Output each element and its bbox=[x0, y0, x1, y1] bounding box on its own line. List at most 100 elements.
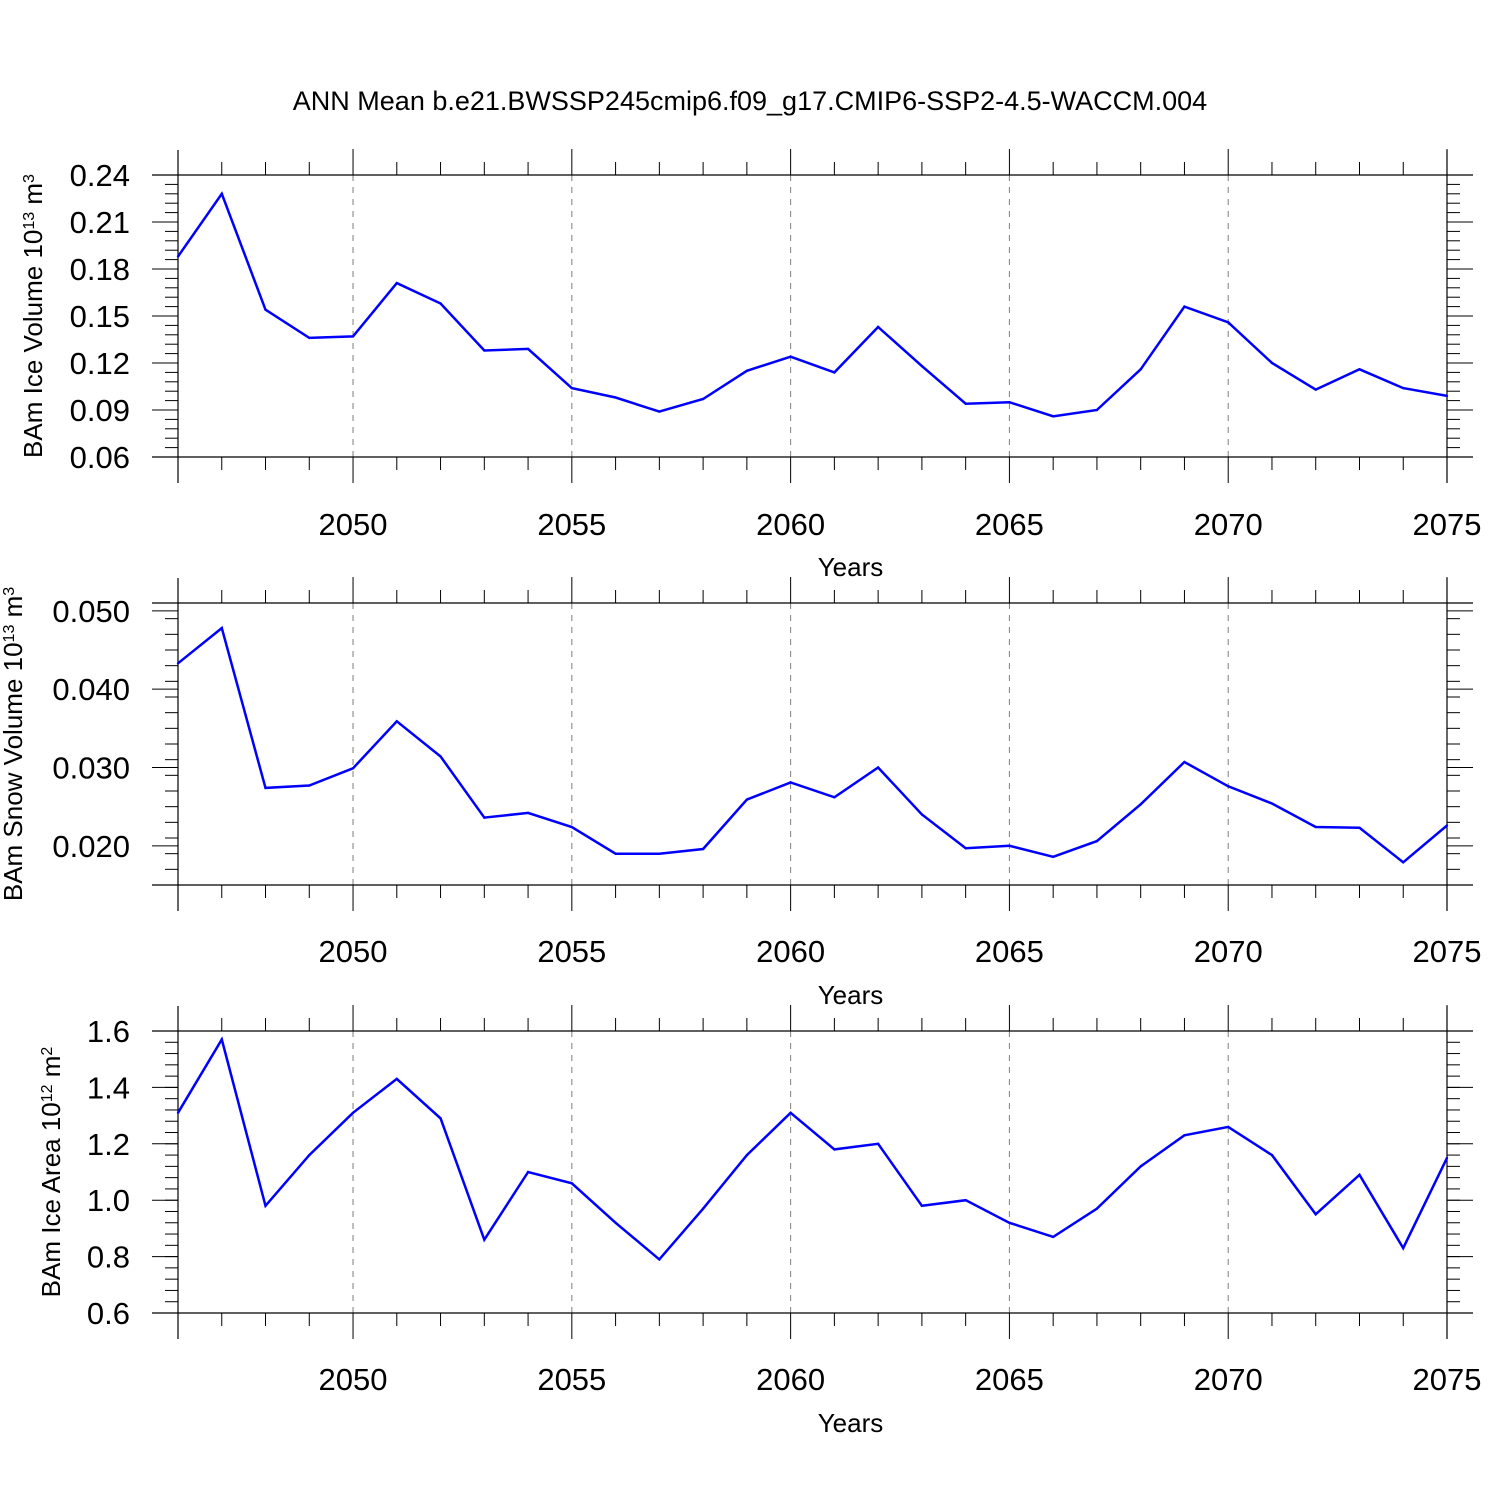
data-point bbox=[1139, 803, 1142, 806]
data-point bbox=[1139, 368, 1142, 371]
data-point bbox=[176, 1111, 180, 1114]
y-axis-label-exponent: 12 bbox=[39, 1084, 56, 1102]
x-tick-label: 2050 bbox=[319, 934, 388, 969]
data-point bbox=[1183, 305, 1186, 308]
panels: 2050 2055 2060 2065 2070 2075 0.06 0.09 0.12 0.15… bbox=[0, 149, 1481, 1438]
data-point bbox=[1270, 361, 1274, 365]
panel-snow-volume: 2050 2055 2060 2065 2070 2075 0.020 0.030 0.040 0… bbox=[0, 577, 1481, 1010]
data-point bbox=[526, 1170, 530, 1174]
data-point bbox=[308, 784, 311, 787]
y-tick-label: 0.050 bbox=[52, 594, 130, 629]
y-tick-label: 0.6 bbox=[87, 1296, 130, 1331]
data-point bbox=[789, 355, 792, 358]
data-point bbox=[1227, 321, 1230, 324]
data-point bbox=[351, 767, 355, 770]
x-tick-label: 2075 bbox=[1413, 1362, 1482, 1397]
data-point bbox=[876, 766, 880, 769]
data-point bbox=[920, 1204, 924, 1208]
data-point bbox=[964, 846, 967, 850]
data-point bbox=[570, 1182, 574, 1185]
y-tick-label: 0.06 bbox=[70, 440, 130, 475]
x-tick-label: 2060 bbox=[756, 507, 825, 542]
data-point bbox=[395, 281, 398, 285]
data-point bbox=[1358, 368, 1361, 371]
data-point bbox=[1445, 824, 1449, 827]
data-point bbox=[1358, 826, 1361, 830]
data-point bbox=[701, 397, 705, 401]
figure-title: ANN Mean b.e21.BWSSP245cmip6.f09_g17.CMI… bbox=[293, 86, 1207, 116]
data-point bbox=[1314, 388, 1317, 391]
data-point bbox=[964, 1199, 967, 1202]
y-tick-label: 1.0 bbox=[87, 1183, 130, 1218]
series-line-snow-volume bbox=[177, 625, 1448, 864]
data-point bbox=[526, 811, 530, 815]
data-point bbox=[264, 1204, 267, 1208]
data-point bbox=[1270, 802, 1274, 805]
y-tick-label: 0.12 bbox=[70, 346, 130, 381]
x-tick-label: 2070 bbox=[1194, 1362, 1263, 1397]
data-point bbox=[1008, 400, 1011, 404]
data-point bbox=[395, 720, 398, 723]
data-point bbox=[220, 626, 223, 630]
data-point bbox=[614, 852, 617, 855]
x-tick-label: 2070 bbox=[1194, 934, 1263, 969]
data-point bbox=[1314, 825, 1317, 829]
panel-ice-volume: 2050 2055 2060 2065 2070 2075 0.06 0.09 0.12 0.15… bbox=[18, 149, 1481, 582]
data-point bbox=[1139, 1165, 1142, 1168]
data-point bbox=[1008, 1221, 1011, 1224]
x-tick-label: 2075 bbox=[1413, 934, 1482, 969]
x-tick-label: 2075 bbox=[1413, 507, 1482, 542]
data-point bbox=[833, 1148, 836, 1151]
x-axis-label: Years bbox=[818, 552, 884, 582]
x-tick-label: 2050 bbox=[319, 1362, 388, 1397]
y-tick-label: 0.09 bbox=[70, 393, 130, 428]
data-point bbox=[614, 396, 617, 399]
data-point bbox=[1227, 785, 1230, 788]
data-point bbox=[1095, 408, 1099, 412]
y-axis-label-part: BAm Snow Volume 10 bbox=[0, 642, 28, 901]
data-point bbox=[439, 1117, 442, 1120]
y-axis-label: BAm Ice Volume 1013 m3 bbox=[18, 174, 48, 458]
data-point bbox=[220, 192, 223, 195]
data-point bbox=[658, 1258, 661, 1261]
data-point bbox=[964, 402, 967, 405]
data-point bbox=[745, 798, 749, 801]
x-tick-label: 2055 bbox=[537, 934, 606, 969]
data-point bbox=[1314, 1213, 1317, 1216]
x-tick-label: 2060 bbox=[756, 1362, 825, 1397]
data-point bbox=[1008, 844, 1011, 848]
data-point bbox=[1227, 1125, 1230, 1129]
data-point bbox=[1095, 839, 1099, 843]
x-tick-label: 2070 bbox=[1194, 507, 1263, 542]
y-axis-label-exponent: 3 bbox=[1, 587, 18, 596]
series-line-ice-area bbox=[176, 1036, 1449, 1262]
x-tick-label: 2065 bbox=[975, 1362, 1044, 1397]
panel-ice-area: 2050 2055 2060 2065 2070 2075 0.6 0.8 1.0 1.2 1.4 1… bbox=[36, 1005, 1481, 1438]
data-point bbox=[1445, 394, 1449, 398]
y-axis-label-part: BAm Ice Volume 10 bbox=[18, 230, 48, 458]
data-point bbox=[308, 1153, 311, 1157]
data-point bbox=[876, 1142, 880, 1146]
data-point bbox=[483, 1238, 486, 1241]
y-tick-label: 0.040 bbox=[52, 672, 130, 707]
y-axis-label: BAm Snow Volume 1013 m3 bbox=[0, 587, 28, 901]
y-axis-label-exponent: 2 bbox=[39, 1047, 56, 1056]
data-point bbox=[1183, 1134, 1186, 1137]
data-point bbox=[570, 825, 574, 829]
data-point bbox=[745, 1153, 749, 1157]
y-axis-label-part: BAm Ice Area 10 bbox=[36, 1102, 66, 1297]
data-point bbox=[833, 796, 836, 799]
data-point bbox=[1095, 1207, 1099, 1210]
x-tick-label: 2050 bbox=[319, 507, 388, 542]
y-tick-label: 0.15 bbox=[70, 299, 130, 334]
y-tick-label: 0.21 bbox=[70, 205, 130, 240]
y-tick-label: 0.24 bbox=[70, 158, 130, 193]
y-axis-label-exponent: 13 bbox=[1, 625, 18, 643]
y-tick-label: 1.2 bbox=[87, 1127, 130, 1162]
data-point bbox=[658, 410, 661, 413]
y-tick-label: 0.18 bbox=[70, 252, 130, 287]
data-point bbox=[176, 255, 180, 258]
y-axis-label: BAm Ice Area 1012 m2 bbox=[36, 1047, 66, 1298]
data-point bbox=[833, 371, 836, 374]
x-tick-label: 2060 bbox=[756, 934, 825, 969]
